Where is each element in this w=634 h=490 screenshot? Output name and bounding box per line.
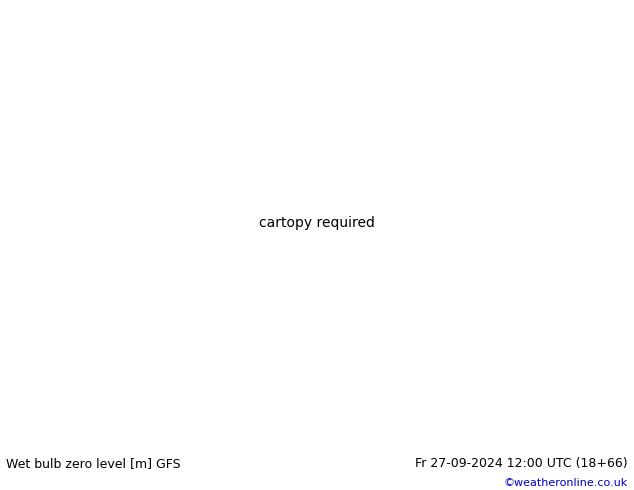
- Text: Fr 27-09-2024 12:00 UTC (18+66): Fr 27-09-2024 12:00 UTC (18+66): [415, 457, 628, 469]
- Text: cartopy required: cartopy required: [259, 216, 375, 230]
- Text: Wet bulb zero level [m] GFS: Wet bulb zero level [m] GFS: [6, 457, 181, 469]
- Text: ©weatheronline.co.uk: ©weatheronline.co.uk: [503, 478, 628, 488]
